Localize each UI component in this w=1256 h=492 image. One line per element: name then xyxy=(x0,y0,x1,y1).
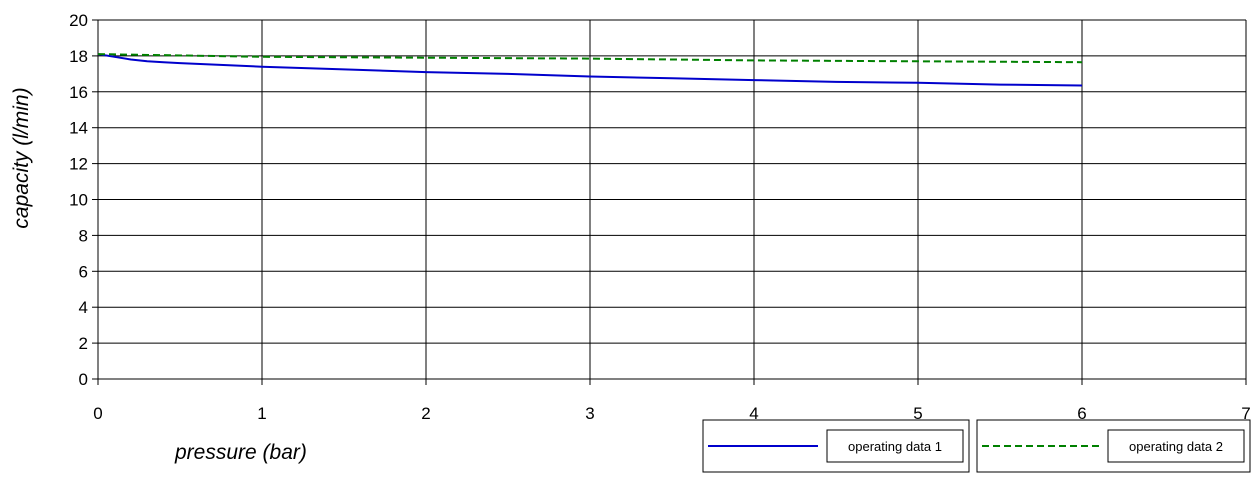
x-tick-label: 5 xyxy=(913,404,922,423)
x-tick-label: 6 xyxy=(1077,404,1086,423)
y-axis-title: capacity (l/min) xyxy=(10,87,33,228)
y-tick-label: 2 xyxy=(79,334,88,353)
y-tick-label: 8 xyxy=(79,226,88,245)
legend-label-2: operating data 2 xyxy=(1129,439,1223,454)
x-tick-label: 1 xyxy=(257,404,266,423)
y-tick-label: 14 xyxy=(69,119,88,138)
x-axis-title: pressure (bar) xyxy=(174,441,307,464)
legend-label-1: operating data 1 xyxy=(848,439,942,454)
legend-label-box-1 xyxy=(826,429,964,463)
gridlines xyxy=(97,19,1247,380)
y-tick-label: 10 xyxy=(69,191,88,210)
x-tick-label: 7 xyxy=(1241,404,1250,423)
x-tick-label: 2 xyxy=(421,404,430,423)
legend-label-box-2 xyxy=(1107,429,1245,463)
legend: operating data 1 operating data 2 xyxy=(702,419,1251,473)
axes xyxy=(92,19,1247,385)
y-tick-label: 0 xyxy=(79,370,88,389)
series-line-1 xyxy=(97,53,1083,87)
x-tick-label: 3 xyxy=(585,404,594,423)
x-tick-label: 0 xyxy=(93,404,102,423)
series-line-2 xyxy=(97,53,1083,64)
y-tick-label: 6 xyxy=(79,262,88,281)
y-tick-label: 20 xyxy=(69,11,88,30)
y-tick-label: 12 xyxy=(69,155,88,174)
y-tick-label: 18 xyxy=(69,47,88,66)
y-tick-label: 4 xyxy=(79,298,88,317)
y-tick-label: 16 xyxy=(69,83,88,102)
x-tick-label: 4 xyxy=(749,404,758,423)
series-lines xyxy=(97,53,1083,87)
